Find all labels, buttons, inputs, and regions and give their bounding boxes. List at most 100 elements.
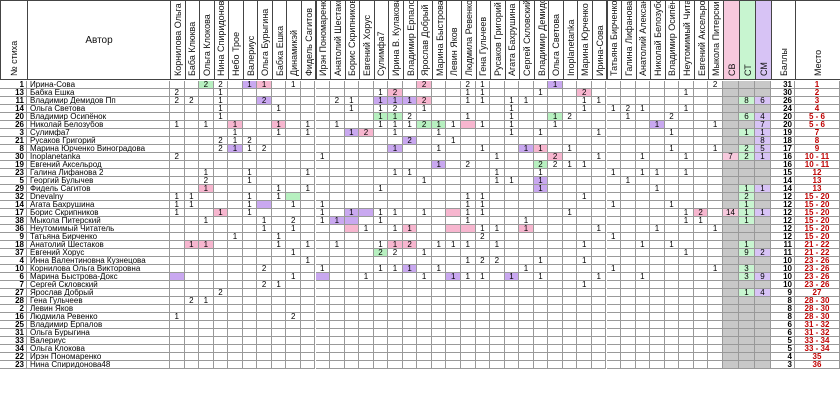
judge-header-0: Корнилова Ольга В.: [170, 0, 186, 80]
vote-cell: 1: [286, 249, 301, 257]
vote-cell: [286, 257, 301, 265]
vote-cell: [257, 153, 272, 161]
vote-cell: 1: [577, 193, 592, 201]
vote-cell: [315, 313, 331, 321]
vote-cell: [664, 161, 680, 169]
vote-cell: [271, 321, 287, 329]
vote-cell: [388, 201, 403, 209]
poem-number: 30: [0, 153, 27, 161]
vote-cell: 1: [271, 105, 287, 113]
vote-cell: [635, 137, 651, 145]
vote-cell: 1: [446, 137, 461, 145]
score-cell: 8: [771, 305, 795, 313]
vote-cell: [213, 313, 229, 321]
vote-cell: [213, 321, 229, 329]
vote-cell: [300, 97, 316, 105]
vote-cell: 1: [170, 313, 185, 321]
poem-number: 23: [0, 361, 27, 369]
vote-cell: [344, 305, 360, 313]
vote-cell: 1: [504, 97, 520, 105]
place-cell: 21 - 22: [795, 241, 840, 249]
poem-number: 19: [0, 161, 27, 169]
vote-cell: [591, 81, 607, 89]
vote-cell: 1: [184, 193, 200, 201]
table-row: 7 Сергей Скловский 2 1 1 10 23 - 26: [0, 281, 840, 289]
vote-cell: 1: [228, 137, 243, 145]
st-cell: [739, 281, 755, 289]
vote-cell: [388, 289, 403, 297]
vote-cell: [446, 257, 461, 265]
vote-cell: [359, 105, 374, 113]
judge-header-23: Агата Бахрушина: [504, 0, 521, 80]
vote-cell: 2: [199, 81, 214, 89]
vote-cell: [533, 337, 549, 345]
vote-cell: [708, 313, 723, 321]
vote-cell: [490, 233, 505, 241]
vote-cell: [286, 345, 301, 353]
vote-cell: [402, 153, 418, 161]
vote-cell: [417, 193, 432, 201]
vote-cell: [417, 145, 432, 153]
table-row: 33 Валериус 5 33 - 34: [0, 337, 840, 345]
vote-cell: [621, 249, 636, 257]
vote-cell: 2: [388, 249, 403, 257]
vote-cell: 2: [693, 209, 709, 217]
vote-cell: [388, 81, 403, 89]
sm-cell: [755, 161, 771, 169]
sm-cell: [755, 217, 771, 225]
vote-cell: [577, 337, 592, 345]
vote-cell: [461, 249, 476, 257]
place-cell: 15 - 20: [795, 201, 840, 209]
vote-cell: [577, 249, 592, 257]
vote-cell: 1: [446, 121, 461, 129]
vote-cell: [257, 193, 272, 201]
vote-cell: 2: [257, 265, 272, 273]
sv-cell: [723, 289, 739, 297]
vote-cell: 2: [402, 241, 418, 249]
vote-cell: [300, 265, 316, 273]
vote-cell: 1: [417, 209, 432, 217]
vote-cell: [664, 89, 680, 97]
vote-cell: [257, 337, 272, 345]
vote-cell: [533, 233, 549, 241]
vote-cell: [315, 289, 331, 297]
vote-cell: [431, 177, 447, 185]
vote-cell: [446, 345, 461, 353]
vote-cell: [242, 329, 258, 337]
vote-cell: [519, 345, 534, 353]
st-cell: 9: [739, 249, 755, 257]
vote-cell: [562, 361, 578, 369]
score-cell: 12: [771, 209, 795, 217]
vote-cell: [461, 337, 476, 345]
vote-cell: [635, 129, 651, 137]
vote-cell: 1: [242, 209, 258, 217]
st-cell: [739, 321, 755, 329]
place-cell: 28 - 30: [795, 313, 840, 321]
vote-cell: [533, 209, 549, 217]
vote-cell: [562, 257, 578, 265]
vote-cell: [330, 81, 345, 89]
vote-cell: [388, 329, 403, 337]
vote-cell: [431, 201, 447, 209]
vote-cell: [635, 113, 651, 121]
score-cell: 24: [771, 105, 795, 113]
vote-cell: [359, 297, 374, 305]
vote-cell: 1: [199, 169, 214, 177]
vote-cell: [170, 241, 185, 249]
sm-cell: 4: [755, 289, 771, 297]
num-header: № стиха: [0, 0, 28, 80]
place-header: Место: [795, 0, 840, 80]
vote-cell: [490, 81, 505, 89]
vote-cell: [388, 337, 403, 345]
vote-cell: 2: [417, 97, 432, 105]
vote-cell: 1: [271, 241, 287, 249]
vote-cell: [679, 353, 694, 361]
sv-cell: [723, 145, 739, 153]
score-cell: 12: [771, 217, 795, 225]
vote-cell: [199, 329, 214, 337]
vote-cell: 2: [388, 105, 403, 113]
vote-cell: [650, 289, 665, 297]
vote-cell: [679, 241, 694, 249]
judge-header-16: Владимир Ерпалов: [402, 0, 419, 80]
vote-cell: [242, 353, 258, 361]
